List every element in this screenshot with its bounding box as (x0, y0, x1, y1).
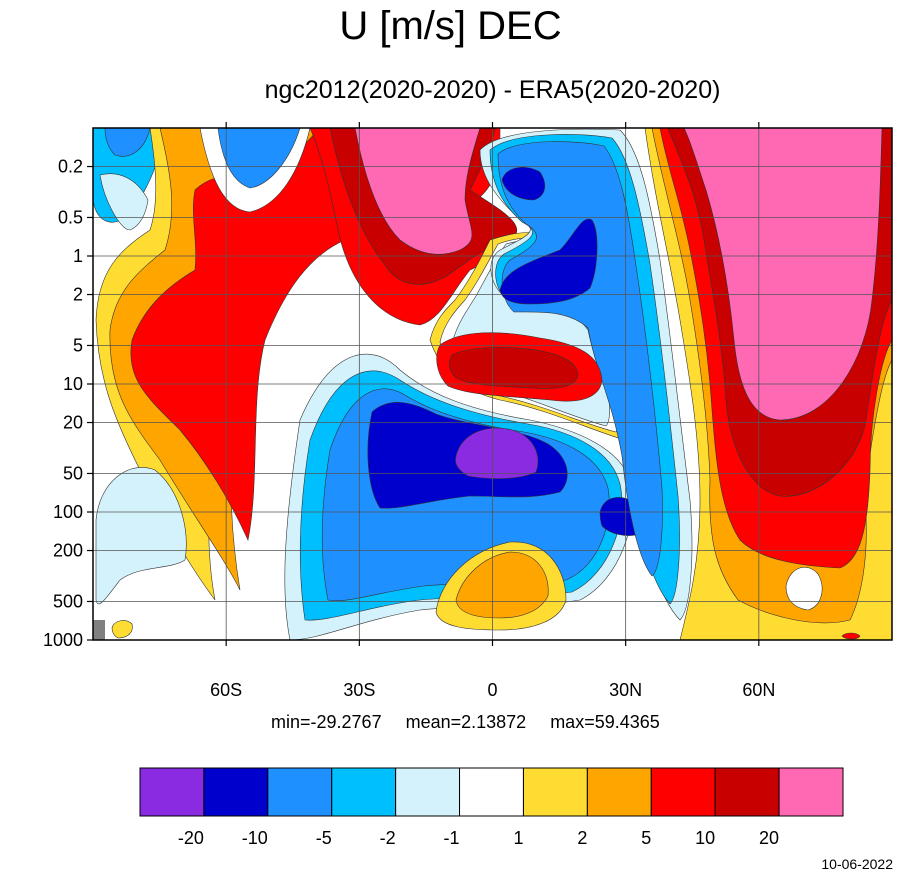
y-tick-label: 5 (73, 335, 83, 355)
colorbar-swatch (522, 767, 588, 817)
contour-fields (93, 128, 892, 640)
x-tick-label: 60S (210, 680, 242, 700)
y-tick-label: 200 (53, 541, 83, 561)
y-tick-label: 20 (63, 413, 83, 433)
contour-sh-top-blue2 (217, 128, 301, 189)
colorbar-label: -2 (380, 828, 396, 848)
colorbar-label: -5 (316, 828, 332, 848)
grid-lines (93, 128, 892, 641)
colorbar-swatch (459, 767, 524, 817)
x-tick-label: 30N (609, 680, 642, 700)
chart-subtitle: ngc2012(2020-2020) - ERA5(2020-2020) (264, 76, 721, 104)
x-tick-label: 30S (343, 680, 375, 700)
colorbar-swatch (714, 767, 780, 817)
y-tick-label: 10 (63, 374, 83, 394)
colorbar-label: 10 (695, 828, 715, 848)
x-axis: 60S 30S 0 30N 60N (210, 122, 775, 700)
x-tick-label: 0 (487, 680, 497, 700)
x-tick-label: 60N (742, 680, 775, 700)
colorbar-label: -1 (444, 828, 460, 848)
colorbar-label: 2 (577, 828, 587, 848)
contour-surface-grey (93, 620, 105, 640)
colorbar-label: 1 (513, 828, 523, 848)
colorbar-swatch (331, 767, 397, 817)
colorbar-label: 5 (641, 828, 651, 848)
contour-surface-yellow1 (111, 620, 133, 639)
contour-eqtop-darkblue2 (499, 218, 598, 305)
stats-line: min=-29.2767 mean=2.13872 max=59.4365 (271, 712, 684, 733)
contour-nh-whitehole (785, 566, 823, 611)
contour-surface-red-nh (841, 632, 861, 640)
contour-st-pink (354, 128, 481, 255)
contour-tr-darkred (449, 347, 579, 389)
y-axis: 0.2 0.5 1 2 5 10 20 50 100 200 500 1000 (43, 157, 93, 650)
colorbar-swatch (139, 767, 205, 817)
y-tick-label: 0.2 (58, 157, 83, 177)
colorbar-swatch (267, 767, 333, 817)
colorbar-swatch (586, 767, 652, 817)
contour-sh-trop-lightblue (95, 467, 187, 605)
colorbar: -20 -10 -5 -2 -1 1 2 5 10 20 (139, 767, 844, 848)
contour-eqtop-darkblue1 (501, 167, 546, 201)
contour-sh-top-blue (104, 128, 151, 157)
y-tick-label: 500 (53, 591, 83, 611)
contour-eq-purple (455, 427, 539, 479)
contour-nh-pink (683, 128, 883, 421)
colorbar-swatch (650, 767, 716, 817)
y-tick-label: 1000 (43, 630, 83, 650)
y-tick-label: 50 (63, 463, 83, 483)
date-stamp: 10-06-2022 (821, 856, 893, 872)
y-tick-label: 1 (73, 246, 83, 266)
chart-title: U [m/s] DEC (339, 4, 562, 48)
contour-sh-trop-lightblue2 (99, 173, 149, 231)
stat-mean: mean=2.13872 (405, 712, 527, 732)
y-tick-label: 0.5 (58, 207, 83, 227)
colorbar-swatch (778, 767, 844, 817)
colorbar-label: -20 (178, 828, 204, 848)
colorbar-swatch (203, 767, 269, 817)
stat-min: min=-29.2767 (271, 712, 382, 732)
colorbar-label: 20 (759, 828, 779, 848)
colorbar-label: -10 (242, 828, 268, 848)
y-tick-label: 100 (53, 502, 83, 522)
stat-max: max=59.4365 (550, 712, 660, 732)
colorbar-swatch (395, 767, 461, 817)
contour-eqtop-blue (497, 141, 663, 577)
y-tick-label: 2 (73, 285, 83, 305)
